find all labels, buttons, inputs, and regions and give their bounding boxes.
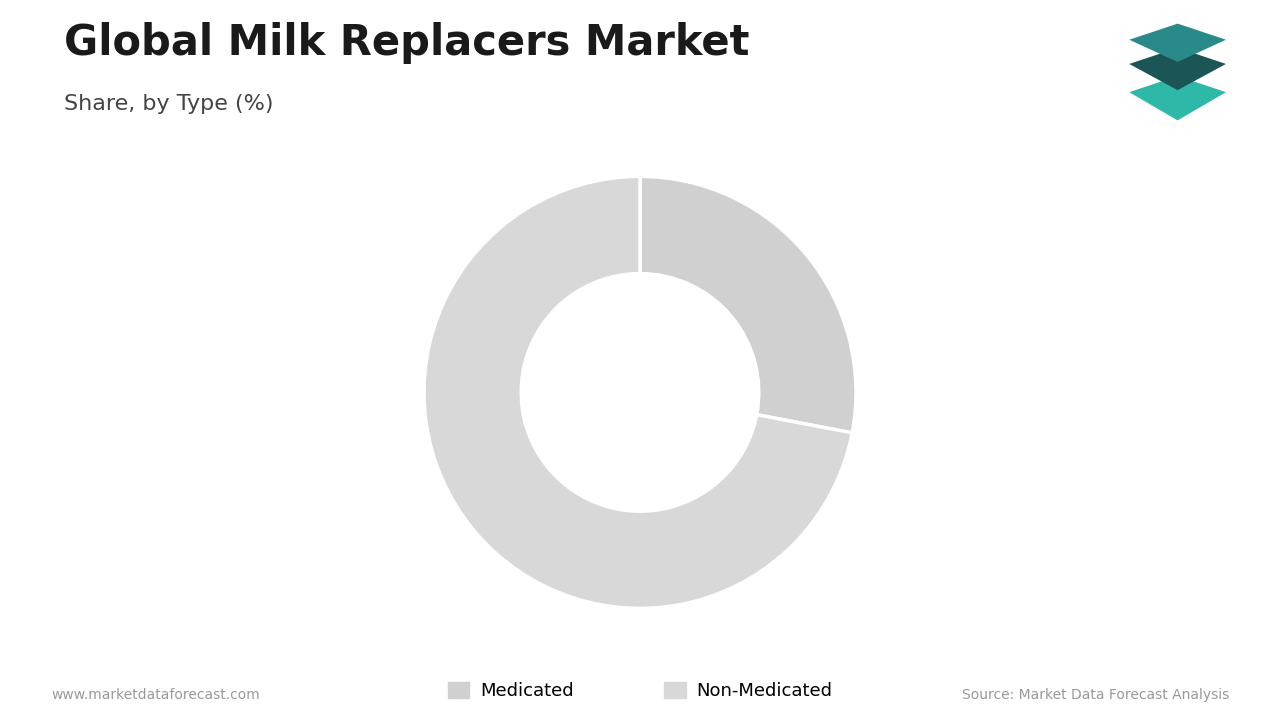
Polygon shape [1129, 24, 1226, 62]
Legend: Medicated, Non-Medicated: Medicated, Non-Medicated [440, 675, 840, 707]
Text: Source: Market Data Forecast Analysis: Source: Market Data Forecast Analysis [961, 688, 1229, 702]
Text: www.marketdataforecast.com: www.marketdataforecast.com [51, 688, 260, 702]
Wedge shape [424, 176, 852, 608]
Text: Share, by Type (%): Share, by Type (%) [64, 94, 274, 114]
Text: Global Milk Replacers Market: Global Milk Replacers Market [64, 22, 750, 63]
Polygon shape [1129, 76, 1226, 120]
Wedge shape [640, 176, 856, 433]
Polygon shape [1129, 48, 1226, 90]
